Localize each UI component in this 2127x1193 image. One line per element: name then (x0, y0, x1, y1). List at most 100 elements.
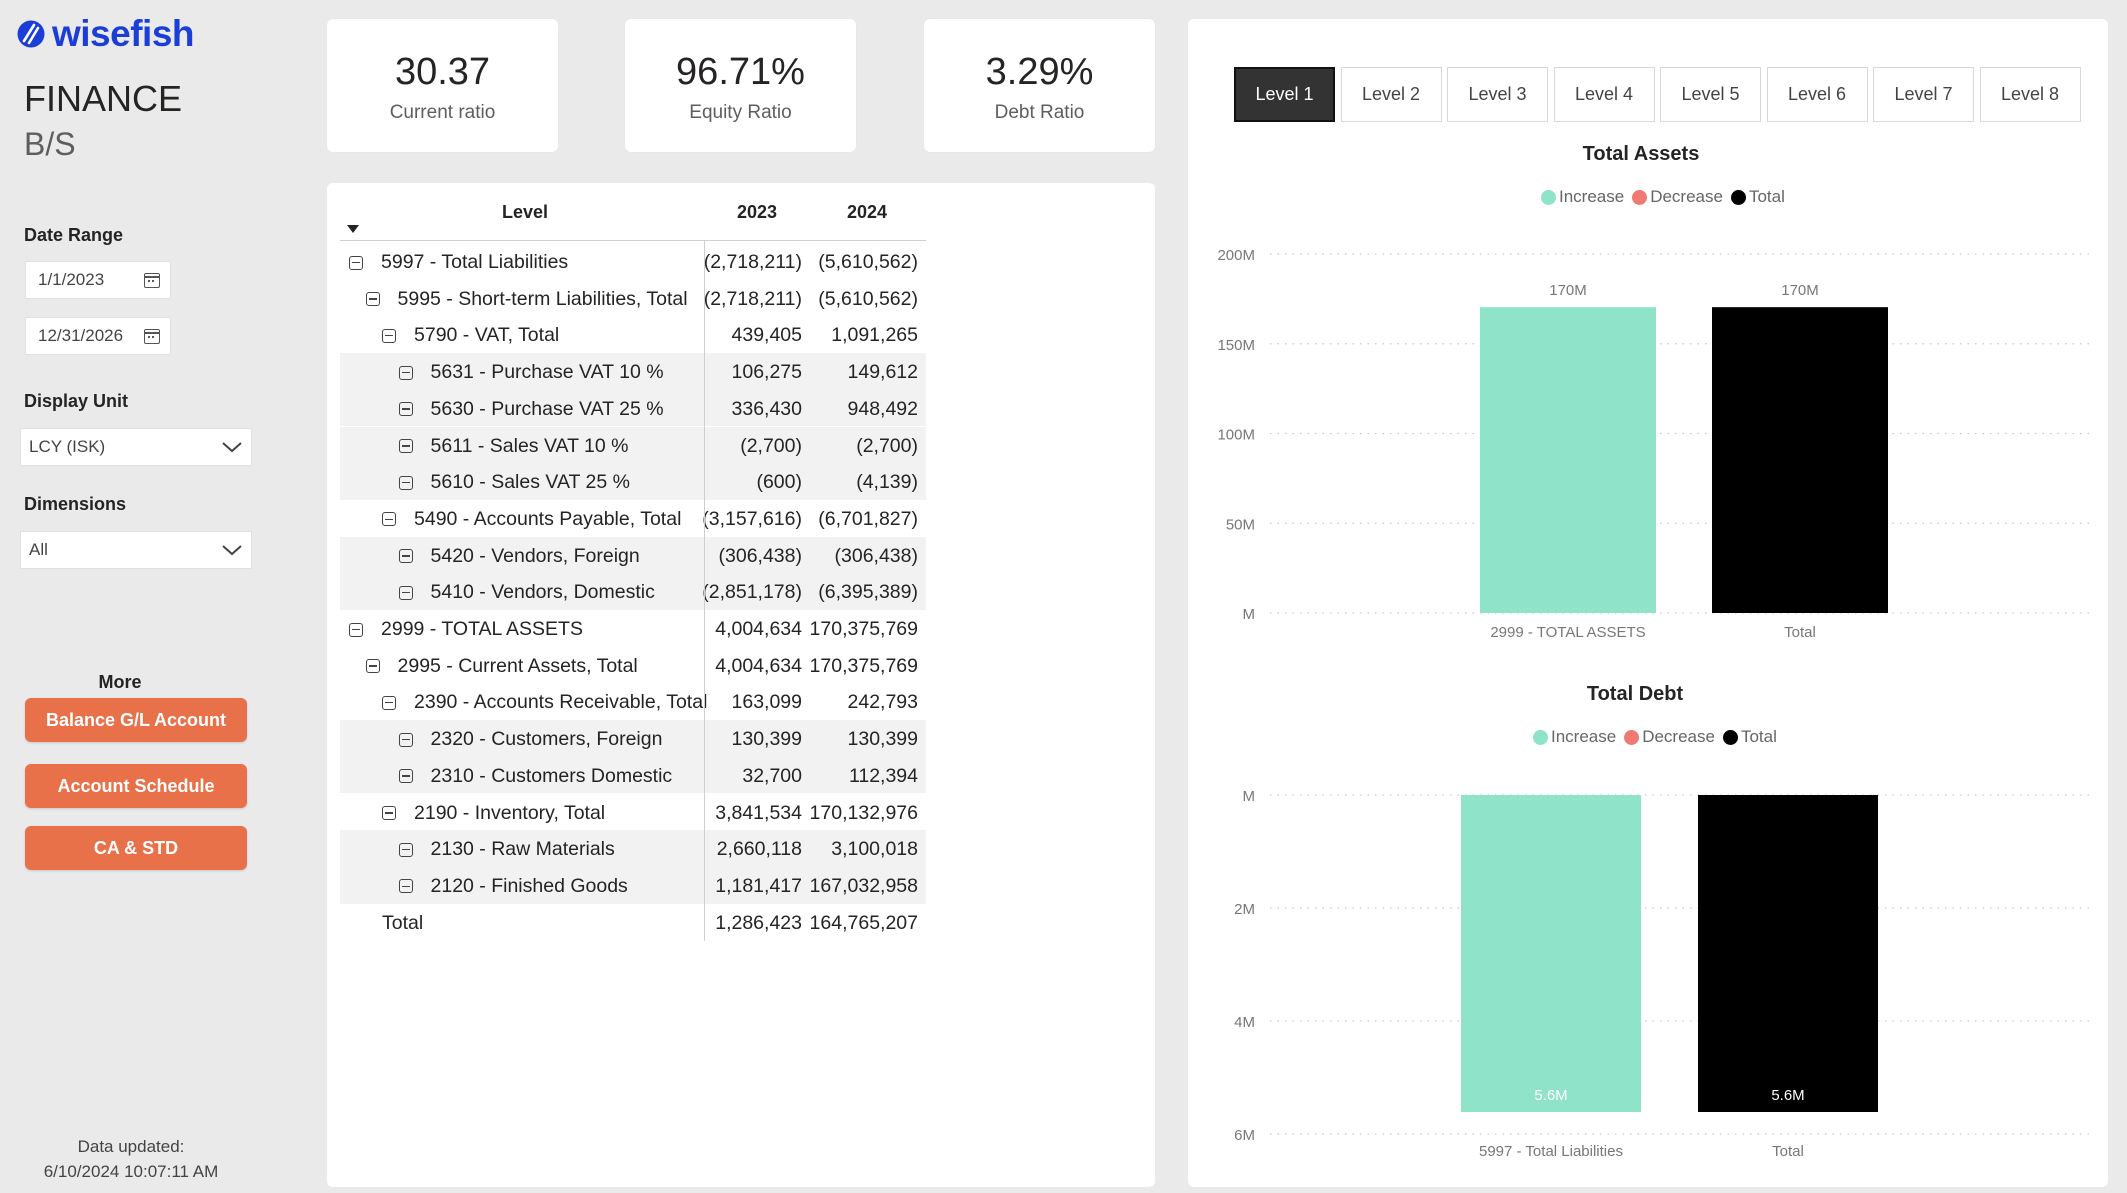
table-row[interactable]: 5790 - VAT, Total 439,405 1,091,265 (340, 316, 926, 353)
legend-decrease[interactable]: Decrease (1624, 727, 1715, 747)
bar-total[interactable] (1712, 307, 1888, 613)
table-row[interactable]: 5610 - Sales VAT 25 % (600) (4,139) (340, 463, 926, 500)
collapse-icon[interactable] (398, 365, 413, 380)
table-row[interactable]: 2999 - TOTAL ASSETS 4,004,634 170,375,769 (340, 610, 926, 647)
collapse-icon[interactable] (382, 695, 396, 710)
cell-2024: (5,610,562) (818, 251, 918, 273)
legend-increase[interactable]: Increase (1533, 727, 1616, 747)
display-unit-select[interactable]: LCY (ISK) (20, 428, 252, 466)
collapse-icon[interactable] (398, 732, 413, 747)
calendar-icon[interactable] (144, 328, 160, 344)
cell-2024: 112,394 (848, 764, 918, 787)
collapse-icon[interactable] (398, 475, 413, 490)
cell-2024: 164,765,207 (809, 911, 918, 934)
tab-level-7[interactable]: Level 7 (1873, 67, 1974, 122)
cell-2024: (5,610,562) (818, 287, 918, 310)
table-row[interactable]: 5420 - Vendors, Foreign (306,438) (306,438… (340, 536, 926, 574)
collapse-icon[interactable] (382, 328, 396, 343)
tab-level-6[interactable]: Level 6 (1766, 67, 1868, 122)
collapse-icon[interactable] (398, 842, 413, 857)
table-row[interactable]: 5631 - Purchase VAT 10 % 106,275 149,612 (340, 353, 926, 390)
collapse-icon[interactable] (365, 659, 380, 674)
bar-increase[interactable] (1461, 795, 1641, 1112)
tab-level-2[interactable]: Level 2 (1340, 67, 1442, 122)
table-row[interactable]: 2390 - Accounts Receivable, Total 163,099… (340, 683, 926, 720)
table-row[interactable]: 5995 - Short-term Liabilities, Total (2,7… (340, 280, 926, 317)
kpi-value: 30.37 (394, 51, 491, 93)
row-level: 2130 - Raw Materials (398, 838, 615, 861)
dimensions-select[interactable]: All (20, 531, 252, 569)
collapse-icon[interactable] (398, 402, 413, 417)
table-row[interactable]: 2995 - Current Assets, Total 4,004,634 170… (340, 647, 926, 684)
cell-2023: 4,004,634 (715, 654, 802, 677)
collapse-icon[interactable] (382, 512, 396, 527)
kpi-debt-ratio: 3.29% Debt Ratio (924, 19, 1155, 152)
legend-decrease[interactable]: Decrease (1632, 187, 1723, 207)
cell-2024: (6,395,389) (818, 581, 918, 604)
cell-2023: (2,718,211) (703, 251, 802, 273)
date-start-input[interactable]: 1/1/2023 (25, 261, 171, 299)
table-row[interactable]: 2320 - Customers, Foreign 130,399 130,399 (340, 720, 926, 757)
total-assets-chart: 200M 150M 100M 50M M 170M 2999 - TOTAL ASSETS 1… (1217, 247, 2090, 641)
chart-title-total-assets: Total Assets (1582, 143, 1700, 165)
table-row[interactable]: 5997 - Total Liabilities (2,718,211) (5,61… (340, 243, 926, 280)
page-subtitle: B/S (24, 126, 76, 162)
matrix-header-2024[interactable]: 2024 (847, 202, 888, 222)
matrix-header-level[interactable]: Level (502, 202, 549, 222)
kpi-equity-ratio: 96.71% Equity Ratio (625, 19, 856, 152)
tab-level-3[interactable]: Level 3 (1447, 67, 1548, 122)
balance-gl-account-button[interactable]: Balance G/L Account (25, 698, 247, 742)
y-tick-label: 4M (1234, 1014, 1255, 1031)
cell-2024: 1,091,265 (831, 324, 918, 347)
table-row[interactable]: 5611 - Sales VAT 10 % (2,700) (2,700) (340, 426, 926, 464)
collapse-icon[interactable] (398, 769, 413, 784)
collapse-icon[interactable] (349, 622, 363, 637)
account-schedule-button[interactable]: Account Schedule (25, 764, 247, 808)
table-row[interactable]: 2120 - Finished Goods 1,181,417 167,032,95… (340, 866, 926, 904)
x-category-label: 2999 - TOTAL ASSETS (1490, 624, 1645, 641)
tab-level-4[interactable]: Level 4 (1553, 67, 1655, 122)
row-level: 5410 - Vendors, Domestic (398, 581, 655, 604)
collapse-icon[interactable] (349, 255, 363, 270)
bar-increase[interactable] (1480, 307, 1656, 613)
collapse-icon[interactable] (382, 806, 396, 820)
x-category-label: Total (1784, 624, 1816, 641)
collapse-icon[interactable] (398, 439, 413, 453)
y-tick-label: 200M (1217, 247, 1255, 264)
table-row[interactable]: 2310 - Customers Domestic 32,700 112,394 (340, 756, 926, 794)
x-category-label: Total (1772, 1143, 1804, 1160)
sort-desc-icon[interactable] (346, 224, 360, 234)
legend-total[interactable]: Total (1722, 727, 1777, 747)
matrix-header-divider (340, 240, 926, 241)
legend-total[interactable]: Total (1730, 187, 1785, 207)
collapse-icon[interactable] (398, 585, 413, 600)
table-row[interactable]: Total 1,286,423 164,765,207 (340, 904, 926, 941)
cell-2023: 3,841,534 (715, 801, 802, 824)
tab-level-5[interactable]: Level 5 (1660, 67, 1761, 122)
table-row[interactable]: 5630 - Purchase VAT 25 % 336,430 948,492 (340, 389, 926, 427)
bar-total[interactable] (1698, 795, 1878, 1112)
date-end-input[interactable]: 12/31/2026 (25, 317, 171, 355)
tab-level-8[interactable]: Level 8 (1979, 67, 2081, 122)
collapse-icon[interactable] (365, 292, 380, 307)
collapse-icon[interactable] (398, 879, 413, 894)
matrix-header-2023[interactable]: 2023 (737, 202, 778, 222)
calendar-icon[interactable] (144, 272, 160, 288)
ca-std-button[interactable]: CA & STD (25, 826, 247, 870)
row-label: 5610 - Sales VAT 25 % (430, 471, 630, 494)
row-level: 2190 - Inventory, Total (382, 802, 605, 825)
table-row[interactable]: 5490 - Accounts Payable, Total (3,157,616… (340, 500, 926, 537)
data-label: 5.6M (1534, 1087, 1567, 1104)
legend-increase[interactable]: Increase (1541, 187, 1624, 207)
table-row[interactable]: 2130 - Raw Materials 2,660,118 3,100,018 (340, 830, 926, 867)
table-row[interactable]: 2190 - Inventory, Total 3,841,534 170,132,… (340, 794, 926, 831)
row-label: 5420 - Vendors, Foreign (430, 544, 640, 567)
row-label: 2390 - Accounts Receivable, Total (414, 691, 708, 714)
table-row[interactable]: 5410 - Vendors, Domestic (2,851,178) (6,39… (340, 573, 926, 610)
tab-level-1[interactable]: Level 1 (1234, 67, 1335, 122)
collapse-icon[interactable] (398, 549, 413, 564)
legend-decrease-label: Decrease (1650, 187, 1723, 206)
legend-increase-label: Increase (1559, 187, 1625, 206)
y-tick-label: 150M (1217, 337, 1255, 354)
cell-2023: 1,181,417 (715, 874, 802, 897)
